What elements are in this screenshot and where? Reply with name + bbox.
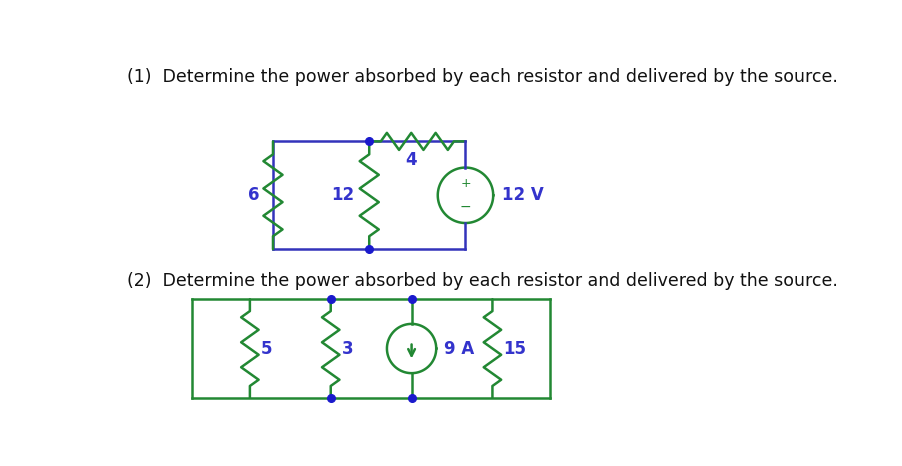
Text: 15: 15 xyxy=(502,340,526,357)
Text: 12: 12 xyxy=(330,186,354,204)
Text: 5: 5 xyxy=(261,340,272,357)
Text: (1)  Determine the power absorbed by each resistor and delivered by the source.: (1) Determine the power absorbed by each… xyxy=(126,68,837,86)
Text: 3: 3 xyxy=(341,340,353,357)
Text: 9 A: 9 A xyxy=(444,340,474,357)
Text: −: − xyxy=(459,200,471,214)
Text: (2)  Determine the power absorbed by each resistor and delivered by the source.: (2) Determine the power absorbed by each… xyxy=(126,272,837,290)
Text: 12 V: 12 V xyxy=(502,186,544,204)
Text: 6: 6 xyxy=(248,186,260,204)
Text: +: + xyxy=(460,177,470,190)
Text: 4: 4 xyxy=(405,151,417,170)
